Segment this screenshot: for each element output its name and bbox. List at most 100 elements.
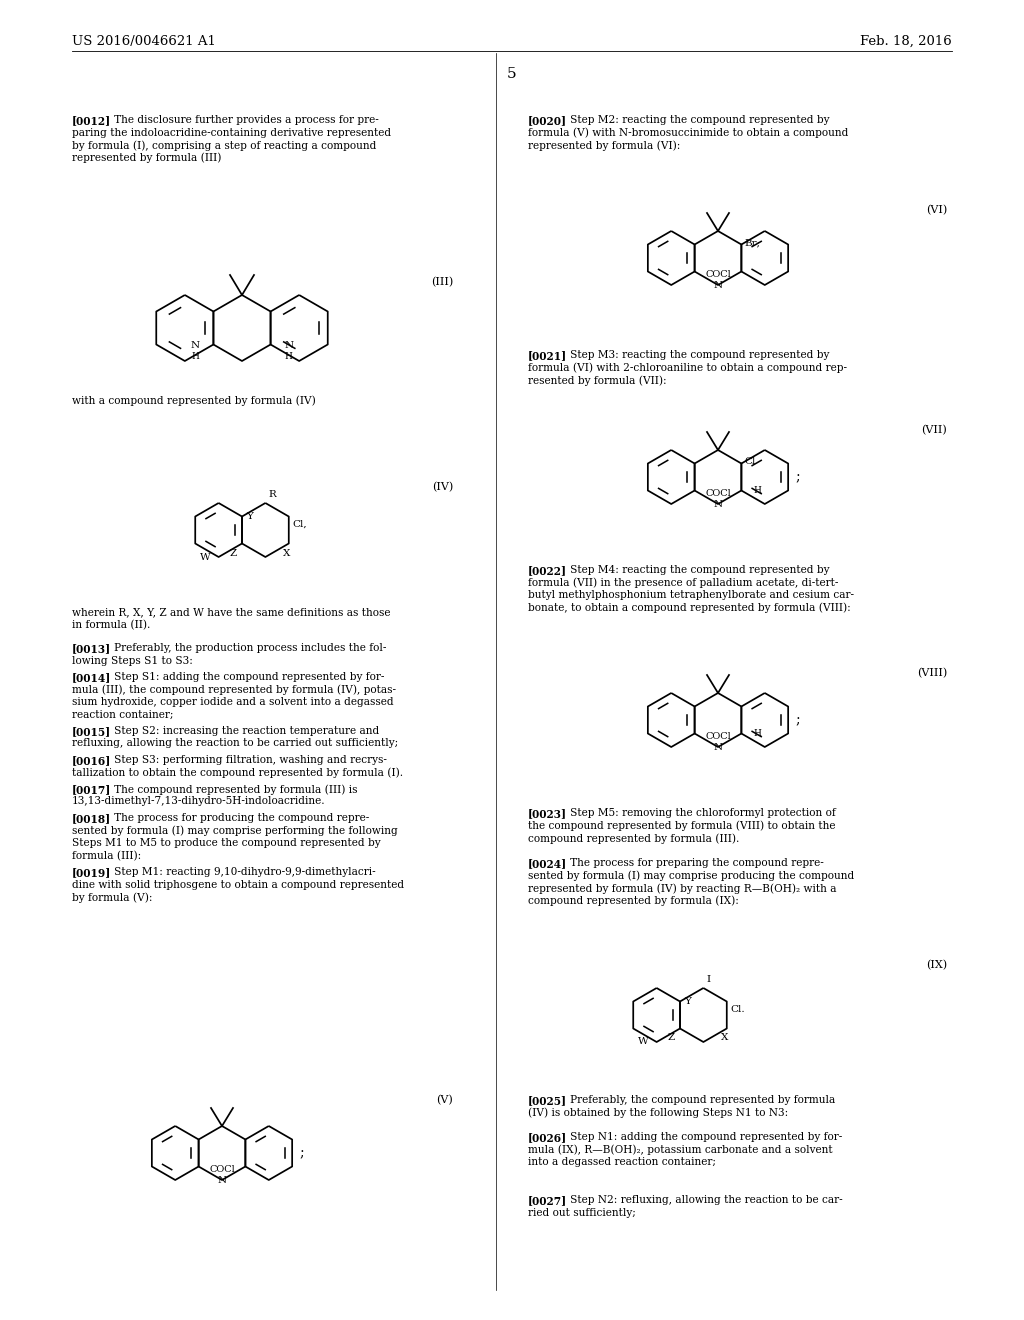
Text: tallization to obtain the compound represented by formula (I).: tallization to obtain the compound repre… <box>72 767 403 777</box>
Text: (IV) is obtained by the following Steps N1 to N3:: (IV) is obtained by the following Steps … <box>528 1107 788 1118</box>
Text: [0015]: [0015] <box>72 726 112 737</box>
Text: Z: Z <box>229 549 237 557</box>
Text: ;: ; <box>796 470 801 484</box>
Text: ;: ; <box>300 1146 304 1160</box>
Text: H: H <box>754 486 761 495</box>
Text: wherein R, X, Y, Z and W have the same definitions as those: wherein R, X, Y, Z and W have the same d… <box>72 607 390 616</box>
Text: [0019]: [0019] <box>72 867 112 878</box>
Text: I: I <box>707 975 711 983</box>
Text: bonate, to obtain a compound represented by formula (VIII):: bonate, to obtain a compound represented… <box>528 602 851 612</box>
Text: (VIII): (VIII) <box>916 668 947 678</box>
Text: N: N <box>714 500 723 510</box>
Text: [0023]: [0023] <box>528 808 567 818</box>
Text: resented by formula (VII):: resented by formula (VII): <box>528 375 667 385</box>
Text: COCl: COCl <box>706 271 731 279</box>
Text: [0016]: [0016] <box>72 755 112 766</box>
Text: dine with solid triphosgene to obtain a compound represented: dine with solid triphosgene to obtain a … <box>72 879 404 890</box>
Text: N: N <box>714 743 723 752</box>
Text: Cl: Cl <box>744 457 756 466</box>
Text: The process for preparing the compound repre-: The process for preparing the compound r… <box>560 858 823 869</box>
Text: Step M5: removing the chloroformyl protection of: Step M5: removing the chloroformyl prote… <box>560 808 836 818</box>
Text: (VI): (VI) <box>926 205 947 215</box>
Text: [0012]: [0012] <box>72 115 112 125</box>
Text: Preferably, the compound represented by formula: Preferably, the compound represented by … <box>560 1096 835 1105</box>
Text: (VII): (VII) <box>922 425 947 436</box>
Text: The compound represented by formula (III) is: The compound represented by formula (III… <box>103 784 357 795</box>
Text: R: R <box>268 490 276 499</box>
Text: Cl,: Cl, <box>293 520 307 528</box>
Text: compound represented by formula (IX):: compound represented by formula (IX): <box>528 895 739 906</box>
Text: sented by formula (I) may comprise performing the following: sented by formula (I) may comprise perfo… <box>72 825 397 836</box>
Text: N: N <box>714 281 723 290</box>
Text: represented by formula (VI):: represented by formula (VI): <box>528 140 680 150</box>
Text: [0022]: [0022] <box>528 565 567 576</box>
Text: [0024]: [0024] <box>528 858 567 869</box>
Text: (III): (III) <box>431 277 453 288</box>
Text: (V): (V) <box>436 1094 453 1105</box>
Text: [0020]: [0020] <box>528 115 567 125</box>
Text: (IV): (IV) <box>432 482 453 492</box>
Text: Step M2: reacting the compound represented by: Step M2: reacting the compound represent… <box>560 115 829 125</box>
Text: H: H <box>191 351 200 360</box>
Text: lowing Steps S1 to S3:: lowing Steps S1 to S3: <box>72 656 193 665</box>
Text: N: N <box>217 1176 226 1185</box>
Text: W: W <box>200 553 211 561</box>
Text: formula (VI) with 2-chloroaniline to obtain a compound rep-: formula (VI) with 2-chloroaniline to obt… <box>528 363 847 374</box>
Text: X: X <box>721 1034 728 1043</box>
Text: COCl: COCl <box>706 733 731 741</box>
Text: sented by formula (I) may comprise producing the compound: sented by formula (I) may comprise produ… <box>528 870 854 880</box>
Text: X: X <box>283 549 291 557</box>
Text: COCl: COCl <box>706 488 731 498</box>
Text: sium hydroxide, copper iodide and a solvent into a degassed: sium hydroxide, copper iodide and a solv… <box>72 697 393 708</box>
Text: Z: Z <box>668 1034 675 1043</box>
Text: with a compound represented by formula (IV): with a compound represented by formula (… <box>72 395 315 405</box>
Text: represented by formula (IV) by reacting R—B(OH)₂ with a: represented by formula (IV) by reacting … <box>528 883 837 894</box>
Text: in formula (II).: in formula (II). <box>72 619 151 630</box>
Text: refluxing, allowing the reaction to be carried out sufficiently;: refluxing, allowing the reaction to be c… <box>72 738 398 748</box>
Text: COCl: COCl <box>209 1166 234 1173</box>
Text: US 2016/0046621 A1: US 2016/0046621 A1 <box>72 36 216 48</box>
Text: ried out sufficiently;: ried out sufficiently; <box>528 1208 636 1217</box>
Text: [0013]: [0013] <box>72 643 112 653</box>
Text: into a degassed reaction container;: into a degassed reaction container; <box>528 1158 716 1167</box>
Text: [0017]: [0017] <box>72 784 112 795</box>
Text: H: H <box>754 729 761 738</box>
Text: Step M1: reacting 9,10-dihydro-9,9-dimethylacri-: Step M1: reacting 9,10-dihydro-9,9-dimet… <box>103 867 375 876</box>
Text: Steps M1 to M5 to produce the compound represented by: Steps M1 to M5 to produce the compound r… <box>72 838 381 847</box>
Text: mula (IX), R—B(OH)₂, potassium carbonate and a solvent: mula (IX), R—B(OH)₂, potassium carbonate… <box>528 1144 833 1155</box>
Text: ;: ; <box>796 713 801 727</box>
Text: Step N2: refluxing, allowing the reaction to be car-: Step N2: refluxing, allowing the reactio… <box>560 1195 843 1205</box>
Text: [0025]: [0025] <box>528 1096 567 1106</box>
Text: Y: Y <box>684 997 691 1006</box>
Text: Cl.: Cl. <box>731 1005 745 1014</box>
Text: 5: 5 <box>507 67 517 81</box>
Text: reaction container;: reaction container; <box>72 710 173 719</box>
Text: butyl methylphosphonium tetraphenylborate and cesium car-: butyl methylphosphonium tetraphenylborat… <box>528 590 854 601</box>
Text: W: W <box>638 1038 648 1047</box>
Text: [0026]: [0026] <box>528 1133 567 1143</box>
Text: [0018]: [0018] <box>72 813 112 824</box>
Text: [0014]: [0014] <box>72 672 112 682</box>
Text: N: N <box>284 341 293 350</box>
Text: 13,13-dimethyl-7,13-dihydro-5H-indoloacridine.: 13,13-dimethyl-7,13-dihydro-5H-indoloacr… <box>72 796 326 807</box>
Text: Step M3: reacting the compound represented by: Step M3: reacting the compound represent… <box>560 350 829 360</box>
Text: (IX): (IX) <box>926 960 947 970</box>
Text: The process for producing the compound repre-: The process for producing the compound r… <box>103 813 369 822</box>
Text: mula (III), the compound represented by formula (IV), potas-: mula (III), the compound represented by … <box>72 685 396 696</box>
Text: H: H <box>285 351 293 360</box>
Text: by formula (V):: by formula (V): <box>72 892 153 903</box>
Text: Feb. 18, 2016: Feb. 18, 2016 <box>860 36 952 48</box>
Text: Preferably, the production process includes the fol-: Preferably, the production process inclu… <box>103 643 386 653</box>
Text: compound represented by formula (III).: compound represented by formula (III). <box>528 833 739 843</box>
Text: formula (III):: formula (III): <box>72 850 141 861</box>
Text: [0027]: [0027] <box>528 1195 567 1206</box>
Text: represented by formula (III): represented by formula (III) <box>72 153 221 164</box>
Text: Step S1: adding the compound represented by for-: Step S1: adding the compound represented… <box>103 672 384 682</box>
Text: Step M4: reacting the compound represented by: Step M4: reacting the compound represent… <box>560 565 829 576</box>
Text: Step S2: increasing the reaction temperature and: Step S2: increasing the reaction tempera… <box>103 726 379 737</box>
Text: The disclosure further provides a process for pre-: The disclosure further provides a proces… <box>103 115 379 125</box>
Text: Y: Y <box>246 512 253 521</box>
Text: Step N1: adding the compound represented by for-: Step N1: adding the compound represented… <box>560 1133 842 1142</box>
Text: formula (VII) in the presence of palladium acetate, di-tert-: formula (VII) in the presence of palladi… <box>528 578 839 589</box>
Text: N: N <box>190 341 200 350</box>
